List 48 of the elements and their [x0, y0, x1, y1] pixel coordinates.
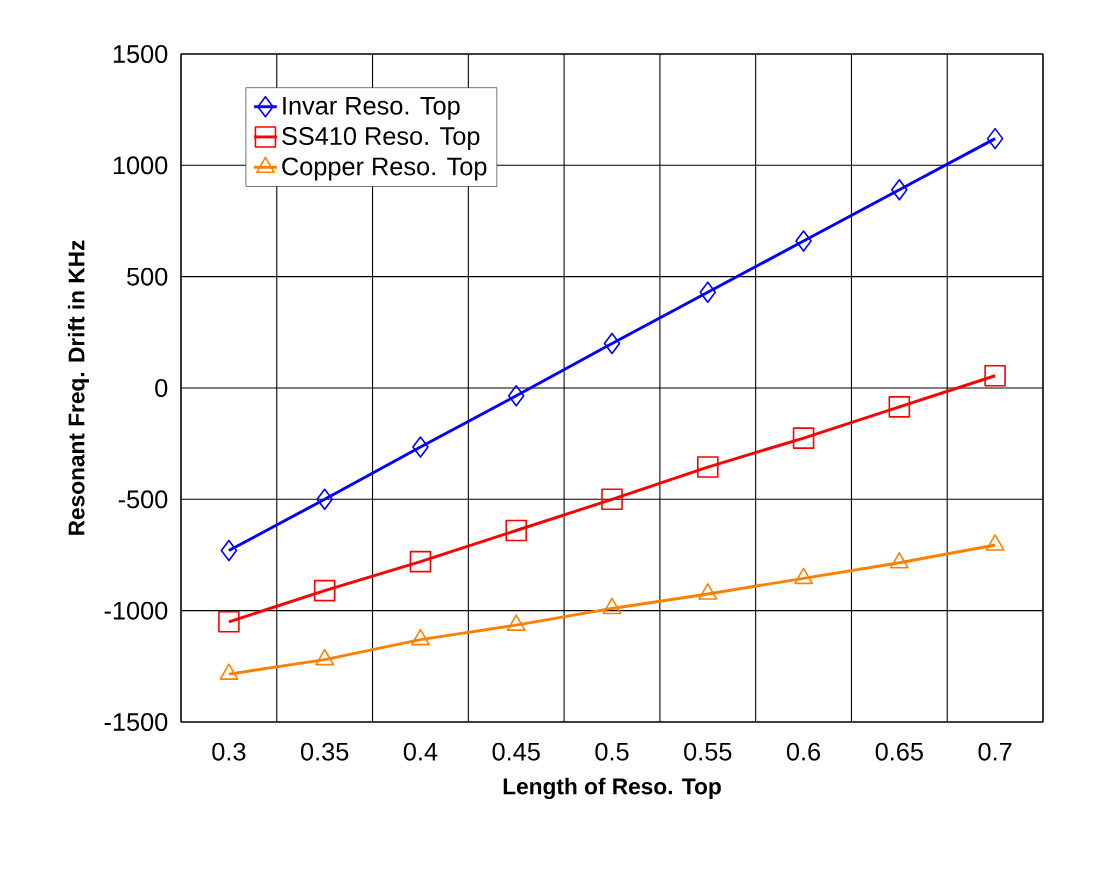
- point: [889, 551, 909, 569]
- y-tick-label: -500: [118, 490, 168, 509]
- point: [412, 436, 429, 458]
- y-tick-label: 1000: [113, 156, 168, 175]
- point: [507, 384, 525, 407]
- point: [505, 519, 528, 542]
- point: [696, 456, 719, 478]
- point: [794, 567, 814, 585]
- x-axis-title: Length of Reso. Top: [503, 777, 721, 800]
- point: [602, 597, 622, 615]
- y-axis-title: Resonant Freq. Drift in KHz: [67, 240, 90, 535]
- legend-label: Copper Reso. Top: [282, 157, 487, 181]
- point: [698, 583, 718, 600]
- y-tick-label: 0: [155, 379, 168, 397]
- point: [409, 550, 432, 573]
- x-tick-label: 0.65: [875, 742, 923, 761]
- x-tick-label: 0.3: [212, 742, 246, 761]
- point: [601, 488, 623, 511]
- x-tick-label: 0.55: [684, 742, 732, 761]
- x-tick-label: 0.6: [786, 742, 821, 761]
- point: [699, 281, 717, 304]
- legend-label: Invar Reso. Top: [283, 97, 460, 120]
- y-tick-label: -1000: [104, 601, 168, 620]
- legend-label: SS410 Reso. Top: [282, 127, 480, 151]
- y-tick-label: -1500: [104, 713, 168, 731]
- point: [218, 610, 240, 633]
- y-tick-label: 500: [127, 267, 168, 286]
- point: [410, 628, 430, 646]
- x-tick-label: 0.7: [978, 742, 1012, 761]
- point: [891, 179, 908, 201]
- point: [313, 579, 336, 602]
- x-tick-label: 0.5: [595, 742, 629, 761]
- point: [792, 427, 815, 449]
- point: [984, 364, 1006, 387]
- point: [603, 332, 621, 355]
- point: [985, 534, 1005, 551]
- point: [888, 396, 911, 418]
- point: [219, 663, 239, 680]
- point: [795, 230, 812, 252]
- x-tick-label: 0.4: [403, 742, 438, 761]
- point: [315, 648, 335, 666]
- point: [986, 127, 1004, 150]
- point: [506, 614, 526, 631]
- point: [220, 539, 238, 562]
- x-tick-label: 0.35: [301, 742, 349, 761]
- point: [316, 488, 333, 511]
- x-tick-label: 0.45: [492, 742, 540, 761]
- y-tick-label: 1500: [113, 45, 168, 63]
